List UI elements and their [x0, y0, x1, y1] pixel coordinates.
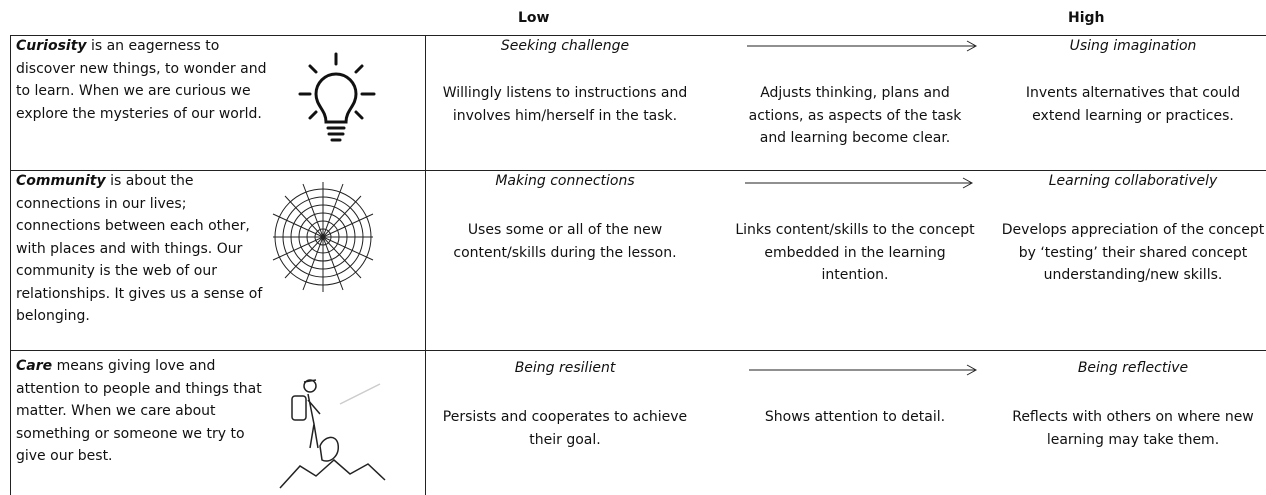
header-low: Low	[518, 10, 550, 26]
definition-text: is an eagerness to discover new things, …	[16, 38, 267, 122]
high-label: Being reflective	[1077, 360, 1189, 376]
definition: Curiosity is an eagerness to discover ne…	[16, 35, 271, 125]
rule	[10, 350, 1266, 351]
low-label: Seeking challenge	[500, 38, 630, 54]
definition-text: means giving love and attention to peopl…	[16, 358, 262, 464]
definition: Care means giving love and attention to …	[16, 355, 271, 468]
low-text: Persists and cooperates to achieve their…	[442, 409, 688, 448]
low-label: Making connections	[495, 173, 635, 189]
definition: Community is about the connections in ou…	[16, 170, 271, 328]
mid-text: Shows attention to detail.	[764, 409, 946, 425]
high-text: Invents alternatives that could extend l…	[1025, 85, 1241, 124]
lightbulb-icon	[298, 52, 376, 142]
mid-text: Links content/skills to the concept embe…	[735, 222, 975, 283]
rule	[10, 35, 11, 495]
rule	[10, 170, 1266, 171]
arrow	[749, 364, 978, 376]
term: Community	[16, 173, 106, 189]
high-label: Using imagination	[1069, 38, 1197, 54]
low-text: Willingly listens to instructions and in…	[442, 85, 688, 124]
low-label: Being resilient	[514, 360, 616, 376]
header-high: High	[1068, 10, 1105, 26]
rule	[425, 35, 426, 495]
mid-text: Adjusts thinking, plans and actions, as …	[748, 85, 962, 146]
definition-text: is about the connections in our lives; c…	[16, 173, 263, 324]
rule	[10, 35, 1266, 36]
arrow	[747, 40, 978, 52]
term: Care	[16, 358, 53, 374]
term: Curiosity	[16, 38, 87, 54]
arrow	[745, 177, 974, 189]
hiker-icon	[279, 379, 386, 489]
high-text: Develops appreciation of the concept by …	[1001, 222, 1265, 283]
high-label: Learning collaboratively	[1048, 173, 1218, 189]
low-text: Uses some or all of the new content/skil…	[453, 222, 677, 261]
high-text: Reflects with others on where new learni…	[1012, 409, 1254, 448]
web-icon	[272, 182, 374, 292]
